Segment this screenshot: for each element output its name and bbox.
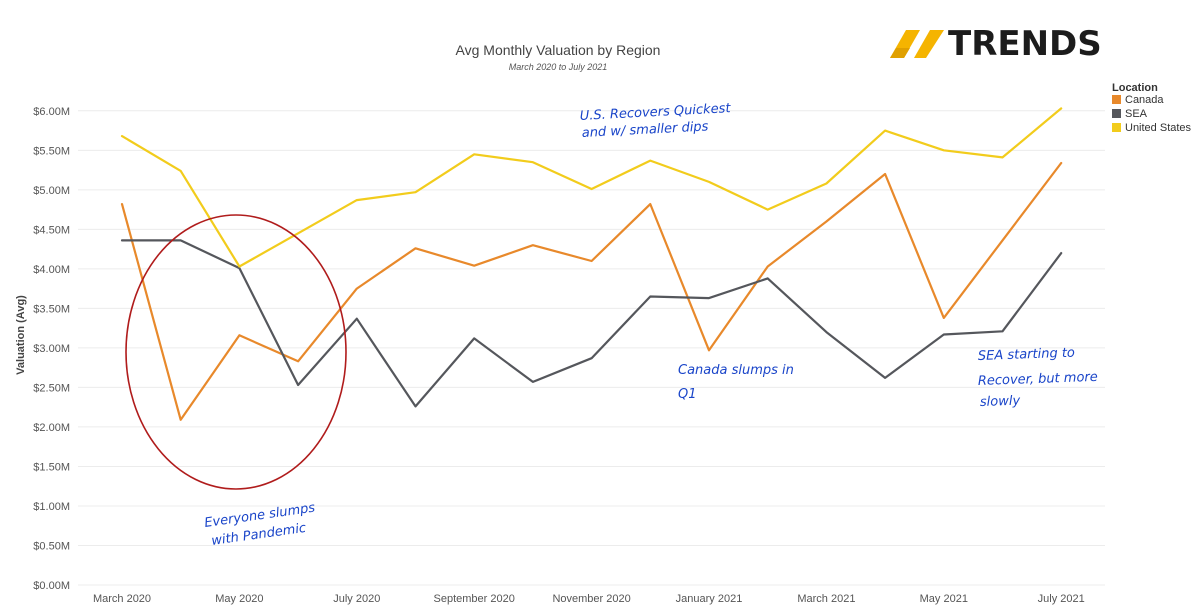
annotation-us-line1: U.S. Recovers Quickest xyxy=(579,101,731,124)
y-tick-label: $2.00M xyxy=(33,422,70,434)
annotation-canada: Canada slumps in Q1 xyxy=(678,363,794,402)
logo-text: TRENDS xyxy=(948,24,1102,64)
legend-swatch xyxy=(1112,109,1121,118)
y-tick-label: $0.50M xyxy=(33,540,70,552)
legend-label: United States xyxy=(1125,122,1192,134)
legend-label: Canada xyxy=(1125,94,1164,106)
legend-swatch xyxy=(1112,95,1121,104)
x-tick-label: May 2021 xyxy=(920,593,968,605)
y-tick-label: $4.00M xyxy=(33,264,70,276)
x-tick-label: July 2020 xyxy=(333,593,380,605)
chart-title: Avg Monthly Valuation by Region xyxy=(456,42,661,58)
annotation-sea-line3: slowly xyxy=(980,394,1021,410)
grid-layer xyxy=(78,110,1105,586)
y-tick-label: $4.50M xyxy=(33,224,70,236)
annotation-everyone: Everyone slumps with Pandemic xyxy=(203,501,316,549)
legend-swatch xyxy=(1112,123,1121,132)
y-ticks: $0.00M $0.50M $1.00M $1.50M $2.00M $2.50M $3.0… xyxy=(33,106,70,592)
y-tick-label: $3.50M xyxy=(33,303,70,315)
annotation-canada-line1: Canada slumps in xyxy=(678,363,794,378)
pandemic-circle xyxy=(125,214,347,490)
series-line-sea xyxy=(120,239,1063,408)
y-tick-label: $5.50M xyxy=(33,145,70,157)
logo-mark-base xyxy=(890,48,910,58)
series-layer xyxy=(120,107,1063,421)
x-tick-label: March 2020 xyxy=(93,593,151,605)
annotation-sea: SEA starting to Recover, but more slowly xyxy=(978,346,1098,410)
x-tick-label: November 2020 xyxy=(552,593,630,605)
chart-subtitle: March 2020 to July 2021 xyxy=(509,62,608,72)
y-tick-label: $6.00M xyxy=(33,106,70,118)
x-tick-label: July 2021 xyxy=(1038,593,1085,605)
annotation-canada-line2: Q1 xyxy=(678,387,697,402)
x-tick-label: March 2021 xyxy=(797,593,855,605)
logo: TRENDS xyxy=(890,24,1102,64)
y-tick-label: $1.50M xyxy=(33,461,70,473)
y-tick-label: $5.00M xyxy=(33,185,70,197)
y-tick-label: $3.00M xyxy=(33,343,70,355)
annotation-us-line2: and w/ smaller dips xyxy=(581,119,709,141)
y-axis-label: Valuation (Avg) xyxy=(15,295,27,375)
legend-items: Canada SEA United States xyxy=(1112,94,1192,134)
series-line-canada xyxy=(120,161,1063,421)
y-tick-label: $1.00M xyxy=(33,501,70,513)
annotation-sea-line1: SEA starting to xyxy=(978,346,1076,364)
legend-title: Location xyxy=(1112,82,1158,94)
annotation-sea-line2: Recover, but more xyxy=(978,370,1098,389)
x-tick-label: May 2020 xyxy=(215,593,263,605)
annotation-us: U.S. Recovers Quickest and w/ smaller di… xyxy=(579,101,731,141)
x-tick-label: September 2020 xyxy=(434,593,515,605)
y-tick-label: $0.00M xyxy=(33,580,70,592)
legend-label: SEA xyxy=(1125,108,1148,120)
logo-mark-right xyxy=(914,30,944,58)
series-line-united-states xyxy=(120,107,1063,268)
x-ticks: March 2020 May 2020 July 2020 September 202… xyxy=(93,593,1085,605)
x-tick-label: January 2021 xyxy=(676,593,743,605)
y-tick-label: $2.50M xyxy=(33,382,70,394)
legend: Location Canada SEA United States xyxy=(1112,82,1192,134)
